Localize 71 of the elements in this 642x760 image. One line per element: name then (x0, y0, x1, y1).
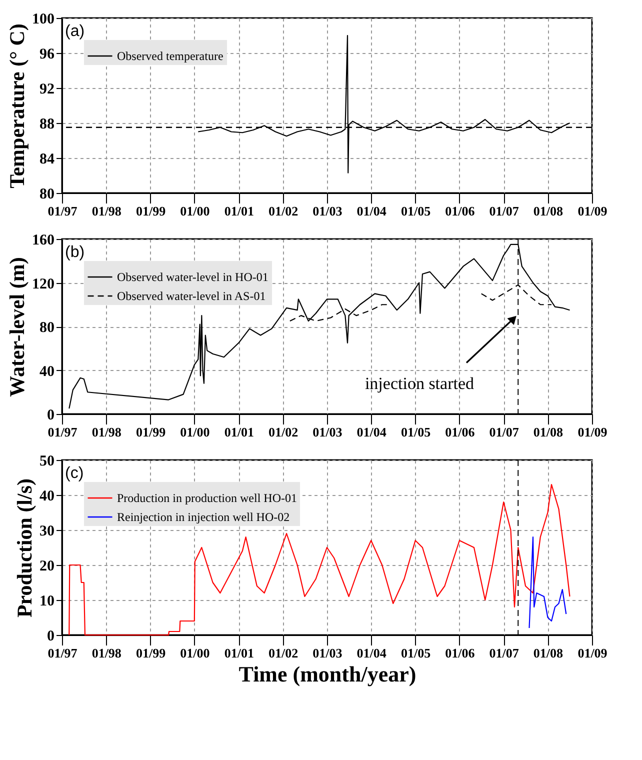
x-tick-label: 01/00 (180, 424, 210, 440)
annotation: (c) (65, 465, 84, 482)
x-tick-label: 01/02 (268, 646, 298, 660)
x-tick-label: 01/98 (92, 424, 122, 440)
x-tick-label: 01/03 (312, 424, 343, 440)
y-tick-label: 80 (40, 186, 54, 202)
legend-label: Production in production well HO-01 (117, 491, 297, 505)
x-tick-label: 01/07 (489, 424, 520, 440)
x-tick-label: 01/01 (224, 204, 254, 218)
y-tick-label: 20 (40, 558, 54, 574)
x-tick-label: 01/97 (48, 204, 78, 218)
x-tick-label: 01/98 (92, 204, 122, 218)
y-tick-label: 40 (40, 364, 54, 380)
line-series (68, 484, 570, 636)
y-tick-label: 10 (40, 594, 54, 610)
y-tick-label: 88 (40, 116, 54, 132)
y-axis-title: Production (l/s) (12, 478, 36, 618)
y-tick-label: 160 (32, 232, 54, 248)
x-tick-label: 01/05 (401, 646, 432, 660)
x-tick-label: 01/99 (136, 424, 166, 440)
y-axis-title: Water-level (m) (5, 257, 29, 397)
x-tick-label: 01/03 (312, 204, 343, 218)
x-tick-label: 01/07 (489, 204, 520, 218)
y-tick-label: 50 (40, 454, 54, 470)
x-tick-label: 01/97 (48, 646, 78, 660)
x-tick-label: 01/07 (489, 646, 520, 660)
y-tick-label: 0 (47, 408, 54, 424)
legend-label: Reinjection in injection well HO-02 (117, 510, 290, 524)
x-tick-label: 01/05 (401, 204, 432, 218)
x-tick-label: 01/06 (445, 646, 476, 660)
x-tick-label: 01/97 (48, 424, 78, 440)
x-tick-label: 01/03 (312, 646, 343, 660)
legend-label: Observed water-level in AS-01 (117, 289, 266, 303)
line-series (528, 536, 567, 629)
x-tick-label: 01/04 (356, 424, 387, 440)
x-tick-label: 01/08 (533, 204, 564, 218)
y-tick-label: 96 (40, 46, 55, 62)
x-tick-label: 01/01 (224, 424, 254, 440)
x-tick-label: 01/09 (578, 646, 608, 660)
x-tick-label: 01/04 (356, 204, 387, 218)
y-tick-label: 30 (40, 524, 54, 540)
x-tick-label: 01/01 (224, 646, 254, 660)
y-axis-title: Temperature (° C) (5, 24, 29, 188)
x-tick-label: 01/99 (136, 646, 166, 660)
annotation: (a) (65, 23, 85, 40)
x-tick-label: 01/04 (356, 646, 387, 660)
x-tick-label: 01/09 (578, 204, 608, 218)
y-tick-label: 0 (47, 628, 54, 644)
y-tick-label: 92 (40, 82, 54, 98)
x-tick-label: 01/08 (533, 646, 564, 660)
x-tick-label: 01/06 (445, 204, 476, 218)
x-tick-label: 01/00 (180, 204, 210, 218)
y-tick-label: 80 (40, 320, 54, 336)
x-tick-label: 01/02 (268, 204, 298, 218)
y-tick-label: 100 (32, 12, 54, 28)
x-tick-label: 01/00 (180, 646, 210, 660)
x-tick-label: 01/02 (268, 424, 298, 440)
y-tick-label: 120 (32, 276, 54, 292)
x-axis-title: Time (month/year) (238, 662, 416, 686)
x-tick-label: 01/98 (92, 646, 122, 660)
y-tick-label: 40 (40, 488, 54, 504)
x-tick-label: 01/06 (445, 424, 476, 440)
x-tick-label: 01/09 (578, 424, 608, 440)
x-tick-label: 01/05 (401, 424, 432, 440)
annotation: (b) (65, 244, 85, 261)
legend-label: Observed temperature (117, 49, 224, 63)
x-tick-label: 01/08 (533, 424, 564, 440)
legend-label: Observed water-level in HO-01 (117, 270, 268, 284)
y-tick-label: 84 (40, 152, 55, 168)
annotation: injection started (364, 374, 475, 393)
x-tick-label: 01/99 (136, 204, 166, 218)
